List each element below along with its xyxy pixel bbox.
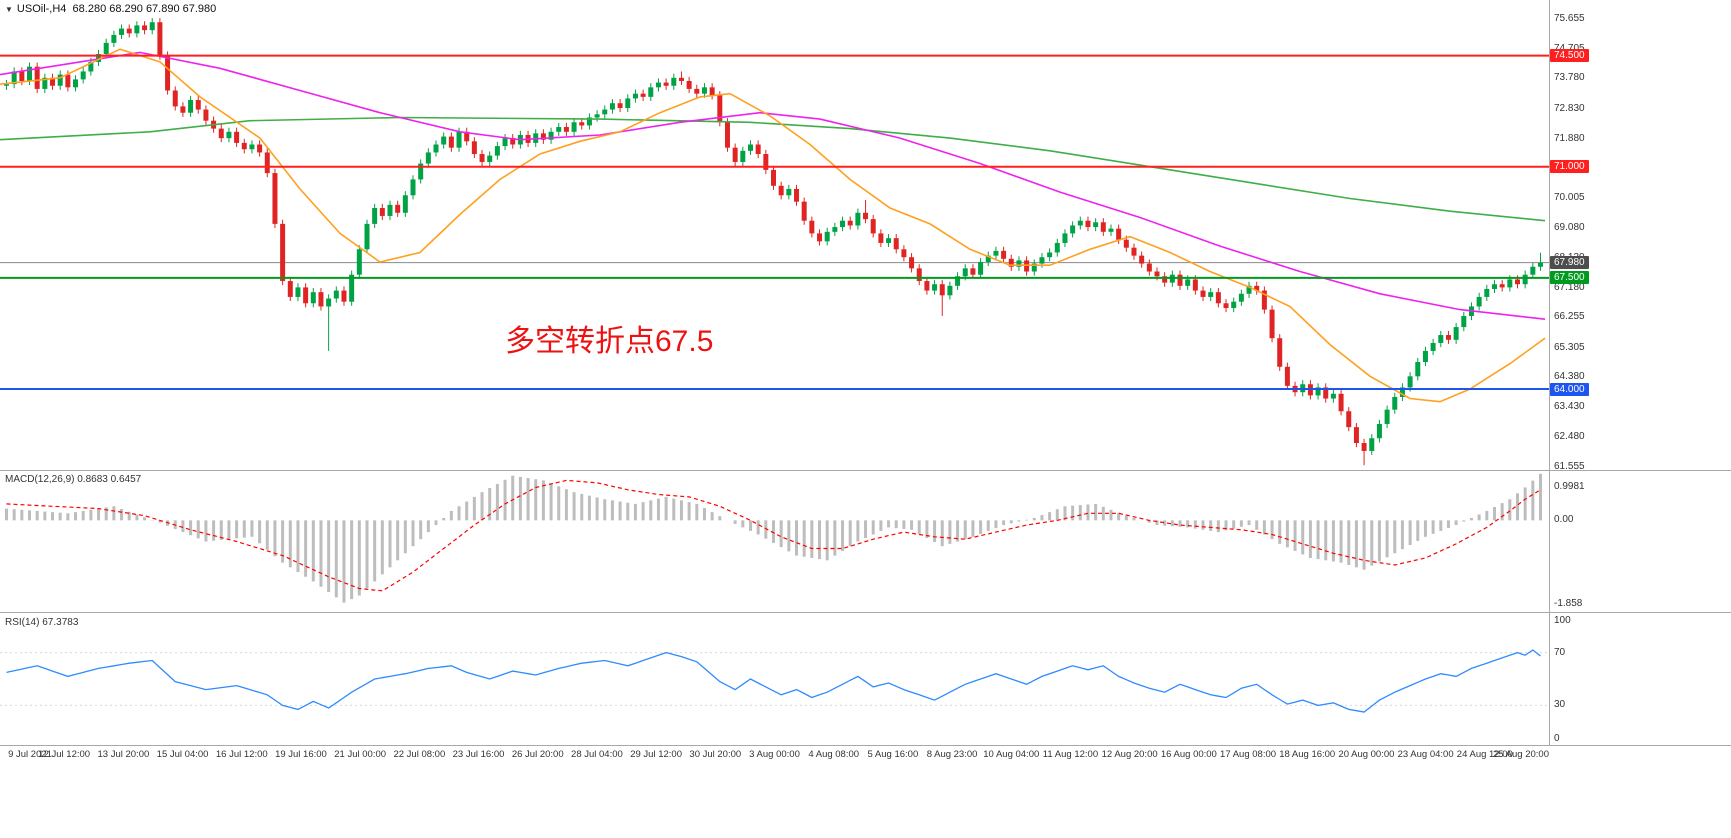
price-line-badge: 67.500 xyxy=(1550,271,1589,285)
time-tick-label: 30 Jul 20:00 xyxy=(689,749,742,760)
time-tick-label: 25 Aug 20:00 xyxy=(1493,749,1549,760)
axis-separator xyxy=(1549,0,1550,763)
price-tick-label: 61.555 xyxy=(1554,460,1585,472)
ma-slow-green xyxy=(0,116,1546,222)
rsi-panel-label: RSI(14) 67.3783 xyxy=(5,617,79,628)
symbol-quote-text: USOil-,H4 68.280 68.290 67.890 67.980 xyxy=(16,3,217,15)
rsi-line xyxy=(6,649,1541,713)
price-tick-label: 64.380 xyxy=(1554,370,1585,382)
price-tick-label: 62.480 xyxy=(1554,431,1585,443)
time-tick-label: 28 Jul 04:00 xyxy=(571,749,623,760)
time-tick-label: 23 Jul 16:00 xyxy=(452,749,505,760)
time-tick-label: 12 Jul 12:00 xyxy=(38,749,91,760)
time-tick-label: 5 Aug 16:00 xyxy=(867,749,919,760)
time-tick-label: 12 Aug 20:00 xyxy=(1101,749,1158,760)
time-tick-label: 13 Jul 20:00 xyxy=(97,749,150,760)
time-tick-label: 4 Aug 08:00 xyxy=(808,749,860,760)
symbol-quote-line: ▼ USOil-,H4 68.280 68.290 67.890 67.980 xyxy=(5,3,216,15)
price-tick-label: 70.005 xyxy=(1554,192,1585,204)
price-chart-canvas[interactable] xyxy=(0,0,1550,470)
time-tick-label: 10 Aug 04:00 xyxy=(983,749,1040,760)
rsi-indicator-canvas[interactable] xyxy=(0,613,1550,745)
time-tick-label: 29 Jul 12:00 xyxy=(630,749,682,760)
price-tick-label: 73.780 xyxy=(1554,72,1585,84)
panel-separator[interactable] xyxy=(0,612,1731,613)
time-tick-label: 22 Jul 08:00 xyxy=(393,749,446,760)
candles-group xyxy=(4,18,1543,466)
price-line-badge: 71.000 xyxy=(1550,160,1589,174)
price-line-badge: 64.000 xyxy=(1550,382,1589,396)
time-tick-label: 3 Aug 00:00 xyxy=(749,749,800,760)
price-tick-label: 67.180 xyxy=(1554,282,1585,294)
panel-separator[interactable] xyxy=(0,470,1731,471)
time-tick-label: 16 Aug 00:00 xyxy=(1160,749,1217,760)
time-tick-label: 15 Jul 04:00 xyxy=(156,749,209,760)
symbol-marker-icon: ▼ xyxy=(5,5,13,14)
price-axis[interactable]: 75.65574.70573.78072.83071.88070.93070.0… xyxy=(1550,0,1731,763)
time-tick-label: 16 Jul 12:00 xyxy=(215,749,268,760)
rsi-tick-label: 100 xyxy=(1554,615,1571,626)
time-tick-label: 24 Aug 12:00 xyxy=(1456,749,1513,760)
panel-separator xyxy=(0,745,1731,746)
macd-tick-label: 0.00 xyxy=(1554,514,1574,526)
macd-tick-label: -1.858 xyxy=(1554,598,1583,609)
time-tick-label: 8 Aug 23:00 xyxy=(926,749,978,760)
time-tick-label: 11 Aug 12:00 xyxy=(1042,749,1099,760)
chart-annotation-text[interactable]: 多空转折点67.5 xyxy=(505,325,714,358)
time-tick-label: 19 Jul 16:00 xyxy=(275,749,327,760)
time-axis[interactable]: 9 Jul 2021 12 Jul 12:00 13 Jul 20:00 15 Jul… xyxy=(0,746,1731,763)
time-tick-label: 18 Aug 16:00 xyxy=(1279,749,1336,760)
macd-indicator-canvas[interactable] xyxy=(0,471,1550,612)
ma-mid-magenta xyxy=(0,51,1546,320)
time-tick-label: 9 Jul 2021 xyxy=(8,749,52,760)
rsi-tick-label: 30 xyxy=(1554,699,1566,711)
macd-panel-label: MACD(12,26,9) 0.8683 0.6457 xyxy=(5,474,142,485)
ma-fast-orange xyxy=(0,48,1546,403)
macd-signal-line xyxy=(6,479,1541,592)
time-tick-label: 21 Jul 00:00 xyxy=(334,749,387,760)
macd-tick-label: 0.9981 xyxy=(1554,481,1585,492)
time-tick-label: 26 Jul 20:00 xyxy=(511,749,564,760)
macd-histogram xyxy=(5,473,1542,603)
time-tick-label: 20 Aug 00:00 xyxy=(1338,749,1395,760)
rsi-tick-label: 0 xyxy=(1554,733,1560,744)
price-tick-label: 72.830 xyxy=(1554,102,1585,114)
price-tick-label: 69.080 xyxy=(1554,221,1585,233)
price-tick-label: 74.705 xyxy=(1554,43,1585,55)
price-tick-label: 75.655 xyxy=(1554,12,1585,24)
rsi-tick-label: 70 xyxy=(1554,646,1566,658)
time-tick-label: 23 Aug 04:00 xyxy=(1397,749,1454,760)
price-tick-label: 63.430 xyxy=(1554,401,1585,413)
time-tick-label: 17 Aug 08:00 xyxy=(1220,749,1277,760)
price-tick-label: 71.880 xyxy=(1554,132,1585,144)
price-tick-label: 65.305 xyxy=(1554,341,1585,353)
price-tick-label: 66.255 xyxy=(1554,311,1585,323)
price-line-badge: 74.500 xyxy=(1550,49,1589,63)
current-price-badge: 67.980 xyxy=(1550,256,1589,270)
